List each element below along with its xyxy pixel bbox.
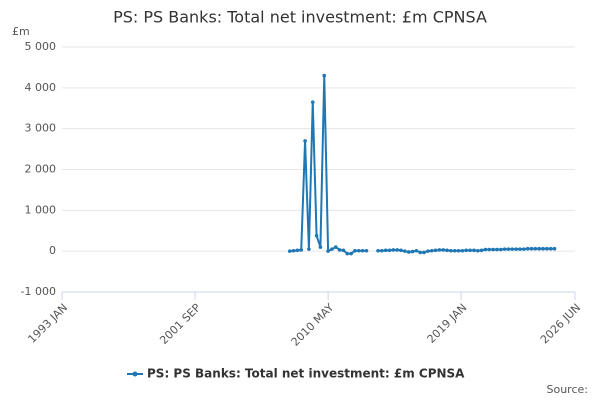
y-unit: £m	[12, 25, 30, 38]
point	[499, 247, 503, 252]
x-tick-label: 2010 MAY	[289, 301, 337, 349]
point	[545, 246, 549, 251]
y-tick-label: 3 000	[25, 122, 57, 135]
y-tick-label: -1 000	[21, 285, 56, 298]
point	[414, 248, 419, 253]
point	[525, 246, 530, 251]
point	[356, 248, 361, 253]
chart-title: PS: PS Banks: Total net investment: £m C…	[113, 8, 487, 27]
point	[472, 248, 476, 253]
point	[333, 245, 338, 249]
point	[514, 247, 518, 251]
point	[349, 251, 353, 256]
legend-marker	[132, 371, 138, 377]
point	[353, 248, 357, 253]
point	[391, 248, 396, 252]
point	[475, 248, 480, 253]
point	[537, 246, 541, 251]
point	[433, 248, 438, 253]
y-tick-label: 2 000	[25, 163, 57, 176]
point	[322, 73, 327, 78]
point	[364, 248, 369, 253]
point	[460, 248, 465, 253]
point	[529, 246, 534, 251]
point	[487, 247, 492, 252]
point	[502, 247, 507, 251]
point	[495, 247, 499, 252]
point	[360, 248, 365, 253]
point	[383, 248, 388, 253]
point	[410, 249, 415, 254]
point	[376, 248, 380, 253]
source: Source:	[547, 383, 589, 396]
point	[307, 247, 311, 251]
point	[464, 248, 469, 253]
point	[456, 248, 461, 253]
point	[403, 249, 407, 253]
point	[429, 248, 434, 253]
point	[506, 247, 511, 251]
point	[441, 248, 446, 252]
point	[330, 247, 334, 251]
point	[483, 247, 488, 252]
point	[518, 247, 522, 251]
point	[287, 249, 292, 253]
point	[491, 247, 495, 252]
point	[552, 246, 557, 251]
point	[406, 250, 411, 254]
point	[426, 249, 430, 253]
point	[299, 248, 304, 252]
point	[395, 248, 399, 252]
point	[310, 100, 315, 104]
point	[295, 248, 300, 253]
point	[510, 247, 515, 251]
point	[291, 248, 296, 253]
point	[303, 139, 307, 143]
point	[318, 245, 323, 249]
y-tick-label: 0	[49, 244, 56, 257]
point	[437, 248, 442, 252]
point	[326, 249, 330, 253]
point	[468, 248, 472, 253]
point	[449, 248, 453, 253]
point	[337, 248, 342, 252]
point	[345, 251, 350, 256]
point	[418, 250, 423, 255]
x-tick-label: 2001 SEP	[157, 301, 203, 347]
point	[548, 246, 553, 251]
x-tick-label: 1993 JAN	[25, 301, 70, 346]
point	[314, 233, 319, 238]
point	[422, 250, 426, 255]
y-tick-label: 1 000	[25, 203, 57, 216]
point	[445, 248, 449, 253]
point	[522, 247, 526, 251]
legend-label: PS: PS Banks: Total net investment: £m C…	[147, 367, 465, 381]
point	[533, 246, 538, 251]
point	[479, 248, 484, 253]
point	[387, 248, 392, 253]
point	[341, 248, 346, 253]
y-tick-label: 5 000	[25, 40, 57, 53]
x-tick-label: 2026 JUN	[538, 301, 583, 346]
point	[380, 248, 384, 253]
series-line	[289, 75, 367, 255]
x-tick-label: 2019 JAN	[425, 301, 470, 346]
point	[399, 248, 403, 253]
point	[541, 246, 545, 251]
y-tick-label: 4 000	[25, 81, 57, 94]
point	[452, 248, 457, 253]
